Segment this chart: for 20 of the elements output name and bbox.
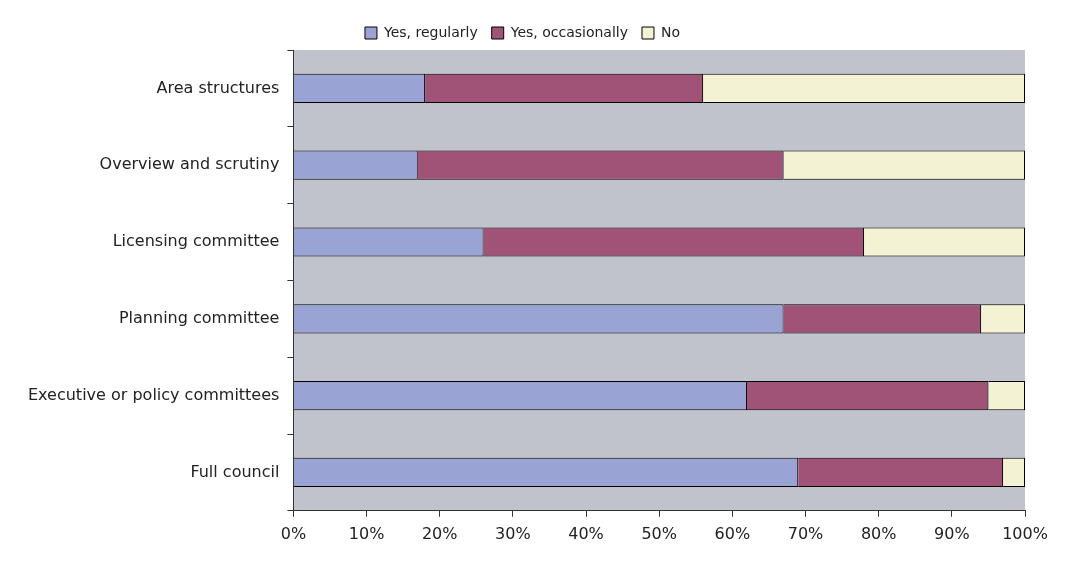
x-tick-label: 80% [860, 523, 897, 543]
x-tick-label: 100% [1002, 523, 1048, 543]
legend-label: Yes, occasionally [509, 23, 628, 40]
y-tick-label: Licensing committee [112, 231, 280, 251]
y-tick-label: Planning committee [118, 307, 280, 327]
x-tick-label: 90% [934, 523, 970, 543]
legend-label: Yes, regularly [382, 23, 478, 40]
y-tick-label: Executive or policy committees [27, 384, 280, 404]
legend-label: No [660, 23, 681, 40]
y-tick-label: Area structures [156, 77, 280, 97]
y-tick-label: Full council [190, 461, 280, 481]
x-tick-label: 50% [641, 523, 677, 543]
x-tick-label: 40% [568, 523, 604, 543]
x-tick-label: 30% [495, 523, 531, 543]
x-tick-label: 60% [714, 523, 751, 543]
x-tick-label: 0% [280, 523, 307, 543]
x-tick-label: 10% [348, 523, 385, 543]
y-tick-label: Overview and scrutiny [99, 154, 280, 174]
x-tick-label: 70% [787, 523, 824, 543]
x-tick-label: 20% [421, 523, 458, 543]
